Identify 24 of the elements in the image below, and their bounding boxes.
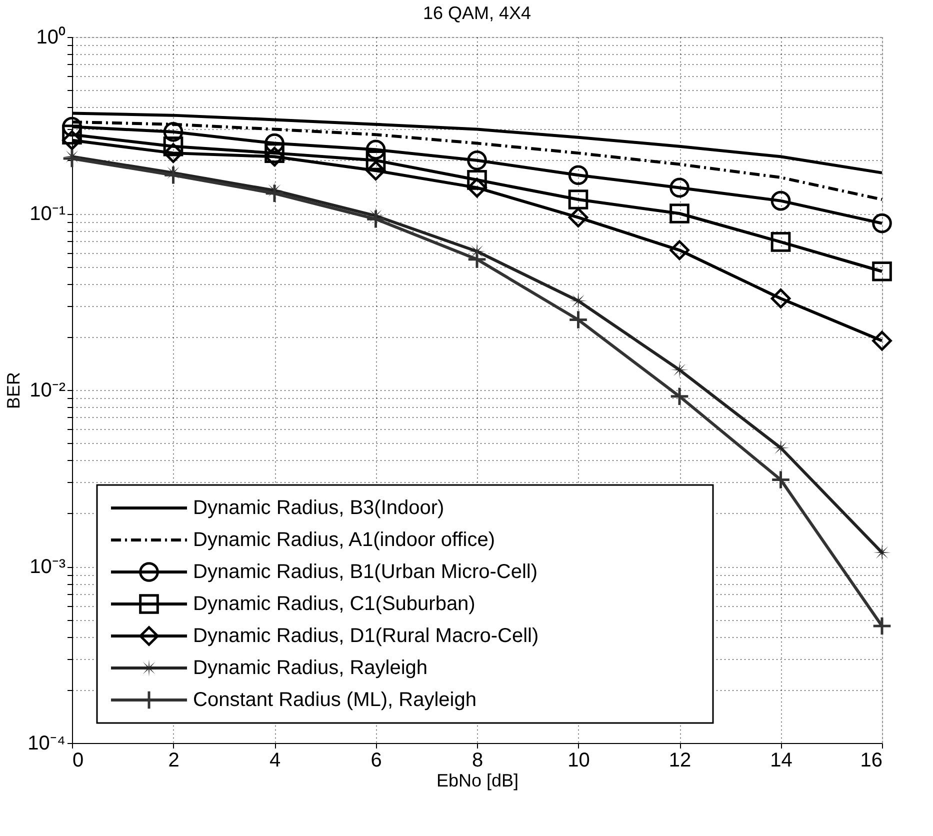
x-tick-label: 16 — [860, 750, 882, 772]
x-tick-label: 4 — [269, 750, 281, 772]
legend-label: Constant Radius (ML), Rayleigh — [193, 689, 476, 711]
y-axis-title: BER — [4, 372, 24, 410]
x-tick-label: 12 — [668, 750, 692, 772]
x-tick-label: 2 — [168, 750, 180, 772]
y-tick-label: 10⁻⁴ — [28, 732, 66, 754]
x-tick-label: 6 — [370, 750, 382, 772]
legend-label: Dynamic Radius, A1(indoor office) — [193, 529, 495, 551]
y-tick-label: 10⁰ — [36, 26, 66, 48]
legend-label: Dynamic Radius, D1(Rural Macro-Cell) — [193, 625, 539, 647]
x-tick-label: 14 — [770, 750, 792, 772]
x-tick-label: 10 — [568, 750, 590, 772]
y-tick-label: 10⁻³ — [30, 556, 66, 578]
y-tick-label: 10⁻¹ — [30, 203, 66, 225]
y-tick-label: 10⁻² — [30, 380, 66, 402]
legend-label: Dynamic Radius, C1(Suburban) — [193, 593, 476, 615]
legend-label: Dynamic Radius, B3(Indoor) — [193, 497, 444, 519]
chart-title: 16 QAM, 4X4 — [422, 3, 532, 23]
legend-label: Dynamic Radius, B1(Urban Micro-Cell) — [193, 561, 538, 583]
legend-label: Dynamic Radius, Rayleigh — [193, 657, 428, 679]
x-tick-label: 0 — [72, 750, 84, 772]
x-tick-label: 8 — [472, 750, 484, 772]
x-axis-title: EbNo [dB] — [436, 770, 519, 790]
